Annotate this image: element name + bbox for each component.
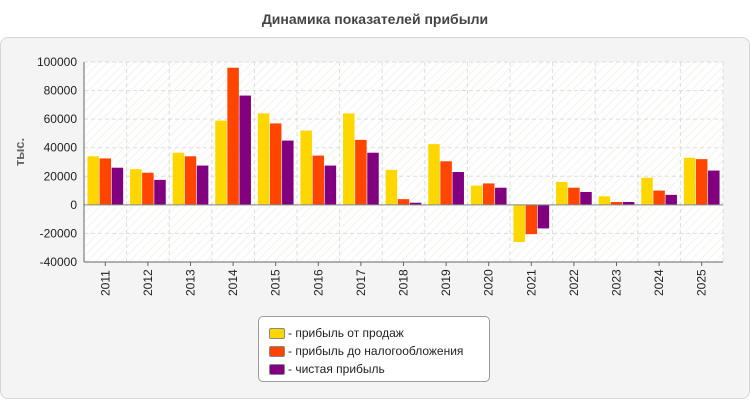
y-tick-label: 80000: [44, 84, 78, 98]
bar-2020-series-3: [495, 187, 507, 205]
legend-label-sales-profit: - прибыль от продаж: [288, 326, 404, 340]
bar-2019-series-1: [428, 144, 440, 205]
bar-2019-series-3: [452, 172, 464, 205]
bar-2013-series-2: [184, 156, 197, 205]
legend: - прибыль от продаж - прибыль до налогоо…: [258, 316, 490, 382]
x-tick-label: 2021: [524, 269, 538, 296]
bar-2016-series-1: [300, 130, 312, 205]
y-tick-label: 20000: [44, 169, 78, 183]
x-tick-label: 2012: [141, 269, 155, 296]
bar-2023-series-3: [622, 202, 635, 205]
bar-2022-series-3: [580, 192, 592, 205]
x-tick-label: 2016: [311, 269, 325, 296]
legend-item-pretax-profit: - прибыль до налогообложения: [269, 342, 489, 360]
bar-2022-series-1: [556, 182, 568, 205]
legend-swatch-pretax-profit: [269, 345, 285, 357]
bar-2021-series-2: [525, 204, 538, 235]
bar-2023-series-2: [610, 202, 623, 205]
legend-swatch-sales-profit: [269, 327, 285, 339]
bar-2022-series-2: [568, 187, 580, 205]
x-tick-label: 2014: [226, 269, 240, 296]
x-tick-label: 2019: [439, 269, 453, 296]
x-tick-label: 2011: [98, 270, 112, 296]
bar-2018-series-2: [397, 199, 410, 205]
bar-2016-series-2: [312, 155, 325, 205]
bar-2021-series-1: [513, 204, 525, 242]
bar-2014-series-2: [227, 67, 239, 205]
x-tick-label: 2025: [695, 269, 709, 296]
x-tick-label: 2015: [269, 269, 283, 296]
bar-2013-series-1: [172, 152, 185, 205]
legend-item-net-profit: - чистая прибыль: [269, 360, 489, 378]
bar-2025-series-3: [708, 170, 720, 205]
bar-2012-series-3: [154, 179, 166, 205]
bar-2017-series-1: [343, 113, 355, 205]
bar-2015-series-1: [257, 113, 270, 205]
x-tick-label: 2018: [397, 269, 411, 296]
bar-2025-series-2: [695, 159, 708, 205]
x-tick-label: 2017: [354, 269, 368, 296]
bar-2016-series-3: [324, 165, 337, 205]
bar-2025-series-1: [683, 157, 696, 205]
legend-label-net-profit: - чистая прибыль: [288, 362, 385, 376]
bar-2011-series-3: [111, 167, 124, 205]
chart-title: Динамика показателей прибыли: [261, 11, 489, 27]
bar-2017-series-2: [355, 139, 367, 205]
bar-2024-series-2: [653, 190, 665, 205]
y-tick-label: 60000: [44, 112, 78, 126]
bar-2011-series-2: [99, 158, 112, 205]
bar-2018-series-1: [385, 169, 398, 205]
y-axis-label: тыс.: [12, 138, 27, 166]
y-tick-label: -20000: [40, 226, 78, 240]
bar-2011-series-1: [87, 156, 99, 205]
bar-2015-series-2: [269, 123, 282, 205]
bar-2014-series-1: [215, 120, 227, 205]
legend-item-sales-profit: - прибыль от продаж: [269, 324, 489, 342]
bar-2018-series-3: [409, 202, 422, 205]
bar-2017-series-3: [367, 152, 379, 205]
bar-2024-series-3: [665, 194, 677, 205]
legend-swatch-net-profit: [269, 363, 285, 375]
bar-2023-series-1: [598, 196, 611, 205]
legend-label-pretax-profit: - прибыль до налогообложения: [288, 344, 464, 358]
x-tick-label: 2013: [184, 269, 198, 296]
bar-2014-series-3: [239, 95, 251, 205]
bar-2024-series-1: [641, 177, 653, 205]
bar-2019-series-2: [440, 161, 452, 205]
x-tick-label: 2020: [482, 269, 496, 296]
bar-2021-series-3: [537, 204, 550, 229]
bar-2012-series-2: [142, 172, 154, 205]
bar-2020-series-1: [470, 185, 483, 205]
bar-2015-series-3: [282, 140, 294, 205]
y-tick-label: 0: [70, 198, 77, 212]
bar-2020-series-2: [482, 183, 495, 205]
y-tick-label: -40000: [40, 255, 78, 269]
x-tick-label: 2023: [610, 269, 624, 296]
x-tick-label: 2022: [567, 269, 581, 296]
bar-2013-series-3: [196, 165, 209, 205]
bar-2012-series-1: [130, 169, 142, 205]
y-tick-label: 40000: [44, 141, 78, 155]
y-tick-label: 100000: [37, 55, 77, 69]
x-tick-label: 2024: [652, 269, 666, 296]
